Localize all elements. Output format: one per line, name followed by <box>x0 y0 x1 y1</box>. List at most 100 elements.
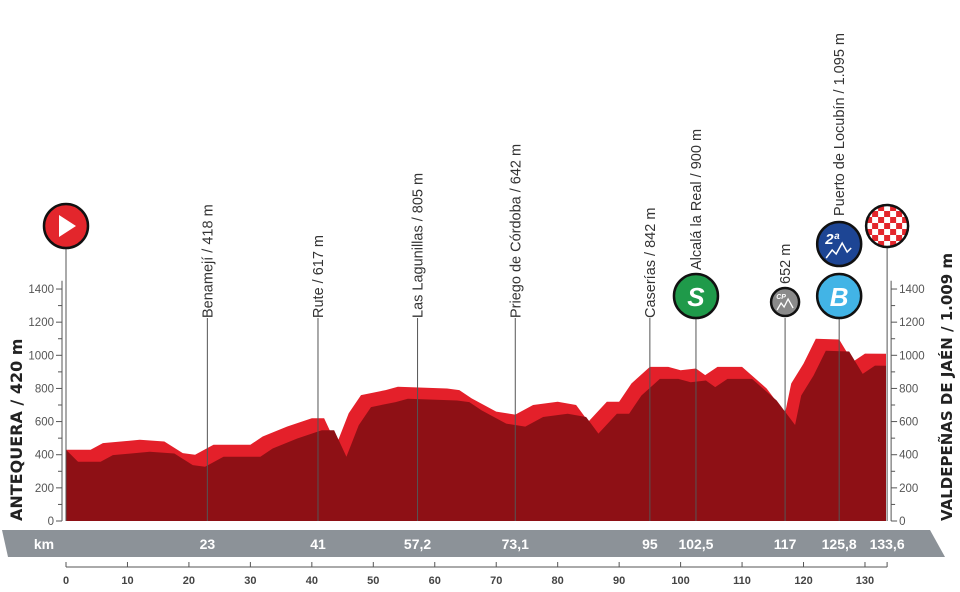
sprint-icon: S <box>672 272 720 320</box>
checker-square <box>884 235 891 241</box>
checker-square <box>896 223 903 229</box>
x-tick-label: 20 <box>183 575 195 587</box>
right-y-tick-label: 800 <box>899 383 918 395</box>
checker-square <box>872 235 879 241</box>
right-y-tick-label: 200 <box>899 483 918 495</box>
km-band-label: 23 <box>200 536 216 552</box>
left-y-tick-label: 800 <box>35 383 54 395</box>
right-y-tick-label: 600 <box>899 417 918 429</box>
checker-square <box>878 241 885 247</box>
km-band-label: 125,8 <box>822 536 857 552</box>
finish-checkered-icon <box>864 203 910 249</box>
checker-square <box>896 211 903 217</box>
left-y-tick-label: 1200 <box>28 317 54 329</box>
checker-square <box>878 217 885 223</box>
left-y-tick-label: 1000 <box>28 350 54 362</box>
right-y-tick-label: 1000 <box>899 350 925 362</box>
km-band-label: 73,1 <box>502 536 529 552</box>
checker-square <box>884 223 891 229</box>
km-band-label: 102,5 <box>678 536 713 552</box>
profile-face-dark-start <box>66 449 78 521</box>
x-tick-label: 60 <box>429 575 441 587</box>
x-tick-label: 90 <box>613 575 625 587</box>
checker-square <box>890 229 897 235</box>
km-band: km 23 41 57,2 73,1 95 102,5 117 125,8 133,6 <box>2 530 945 557</box>
checker-square <box>902 217 909 223</box>
km-band-unit: km <box>34 536 54 552</box>
x-tick-label: 120 <box>794 575 812 587</box>
cp-climb-icon-circle <box>769 286 801 318</box>
mountain-glyph <box>776 297 794 311</box>
category-2-climb-icon: 2ª <box>815 220 863 268</box>
category-icon-text: 2ª <box>824 231 839 248</box>
x-tick-label: 0 <box>63 575 69 587</box>
axes: 0200400600800100012001400020040060080010… <box>28 280 925 587</box>
checker-square <box>872 223 879 229</box>
play-glyph <box>59 215 76 237</box>
bonus-icon: B <box>815 272 863 320</box>
markers: Benamejí / 418 m Rute / 617 m Las Lagunill… <box>42 33 910 521</box>
right-y-tick-label: 1400 <box>899 284 925 296</box>
x-tick-label: 30 <box>244 575 256 587</box>
marker-label: Priego de Córdoba / 642 m <box>508 144 524 318</box>
checker-square <box>866 205 873 211</box>
start-label: ANTEQUERA / 420 m <box>7 339 26 521</box>
marker-label: Benamejí / 418 m <box>200 204 216 318</box>
km-band-label: 95 <box>642 536 658 552</box>
bonus-icon-circle <box>815 272 863 320</box>
elevation-profile <box>66 338 886 521</box>
right-y-tick-label: 400 <box>899 450 918 462</box>
checker-square <box>896 235 903 241</box>
x-tick-label: 40 <box>306 575 318 587</box>
sprint-icon-circle <box>672 272 720 320</box>
checker-square <box>890 205 897 211</box>
marker-label: Caserías / 842 m <box>643 208 659 318</box>
profile-face-dark <box>66 350 886 521</box>
x-tick-label: 130 <box>856 575 874 587</box>
km-band-label: 133,6 <box>870 536 905 552</box>
left-y-tick-label: 1400 <box>28 284 54 296</box>
cp-climb-icon: CP <box>769 286 801 318</box>
km-band-label: 57,2 <box>404 536 431 552</box>
x-tick-label: 50 <box>367 575 379 587</box>
marker-label: 652 m <box>778 244 794 284</box>
checker-square <box>878 205 885 211</box>
x-tick-label: 110 <box>733 575 751 587</box>
km-band-bar <box>2 530 945 557</box>
checker-square <box>890 241 897 247</box>
x-tick-label: 100 <box>671 575 689 587</box>
x-tick-label: 70 <box>490 575 502 587</box>
checker-square <box>872 211 879 217</box>
left-y-tick-label: 0 <box>48 516 54 528</box>
marker-label: Alcalá la Real / 900 m <box>689 129 705 270</box>
checker-square <box>866 229 873 235</box>
checker-square <box>866 241 873 247</box>
left-y-tick-label: 600 <box>35 417 54 429</box>
bonus-icon-text: B <box>830 282 849 312</box>
checker-square <box>878 229 885 235</box>
start-play-icon <box>42 202 90 250</box>
marker-label: Puerto de Locubín / 1.095 m <box>832 33 848 216</box>
sprint-icon-text: S <box>687 282 705 312</box>
category-2-climb-icon-circle <box>815 220 863 268</box>
marker-label: Rute / 617 m <box>311 235 327 318</box>
finish-label: VALDEPEÑAS DE JAÉN / 1.009 m <box>937 253 956 521</box>
left-y-tick-label: 400 <box>35 450 54 462</box>
mountain-glyph <box>825 241 852 259</box>
checker-square <box>866 217 873 223</box>
right-y-tick-label: 1200 <box>899 317 925 329</box>
x-tick-label: 80 <box>552 575 564 587</box>
checker-square <box>902 205 909 211</box>
checker-square <box>902 241 909 247</box>
x-tick-label: 10 <box>121 575 133 587</box>
checker-square <box>902 229 909 235</box>
km-band-label: 117 <box>774 536 797 552</box>
checker-square <box>884 211 891 217</box>
finish-border <box>864 203 910 249</box>
right-y-tick-label: 0 <box>899 516 905 528</box>
km-band-label: 41 <box>310 536 326 552</box>
checker-square <box>890 217 897 223</box>
left-y-tick-label: 200 <box>35 483 54 495</box>
cp-icon-text: CP <box>776 294 786 301</box>
